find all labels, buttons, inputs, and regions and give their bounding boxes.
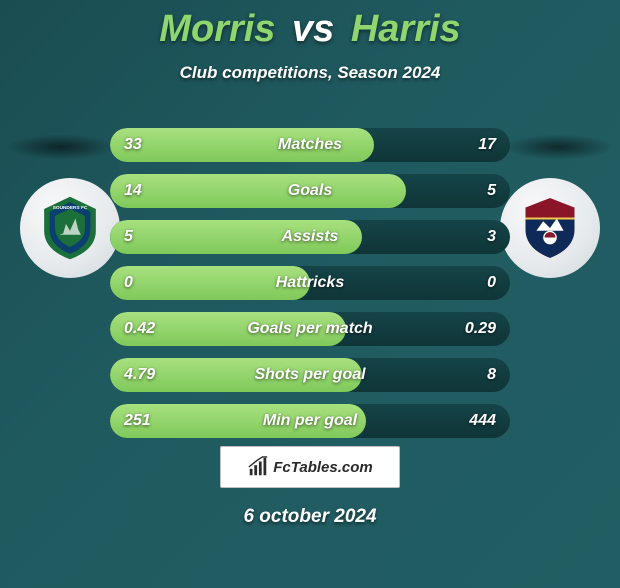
bar-val-right: 3 <box>487 228 496 246</box>
bar-val-right: 17 <box>478 136 496 154</box>
bar-val-right: 8 <box>487 366 496 384</box>
bar-row-hattricks: 0 Hattricks 0 <box>110 266 510 300</box>
bar-row-goals: 14 Goals 5 <box>110 174 510 208</box>
title-player1: Morris <box>159 8 275 50</box>
rapids-crest-icon <box>516 194 584 262</box>
title-vs: vs <box>292 8 334 50</box>
bar-val-right: 0 <box>487 274 496 292</box>
title-player2: Harris <box>351 8 461 50</box>
bar-label: Matches <box>110 136 510 154</box>
bar-label: Assists <box>110 228 510 246</box>
bar-val-right: 5 <box>487 182 496 200</box>
bar-label: Min per goal <box>110 412 510 430</box>
bar-row-spg: 4.79 Shots per goal 8 <box>110 358 510 392</box>
bar-row-matches: 33 Matches 17 <box>110 128 510 162</box>
crest-right <box>500 178 600 278</box>
stats-bars: 33 Matches 17 14 Goals 5 5 Assists 3 0 H… <box>110 128 510 438</box>
bar-row-gpm: 0.42 Goals per match 0.29 <box>110 312 510 346</box>
crest-shadow-right <box>504 134 614 160</box>
bar-row-assists: 5 Assists 3 <box>110 220 510 254</box>
svg-text:SOUNDERS FC: SOUNDERS FC <box>53 205 88 211</box>
bar-label: Goals <box>110 182 510 200</box>
logo-text: FcTables.com <box>273 459 372 476</box>
bar-label: Hattricks <box>110 274 510 292</box>
crest-left: SOUNDERS FC <box>20 178 120 278</box>
date-text: 6 october 2024 <box>0 506 620 528</box>
page-title: Morris vs Harris <box>0 8 620 51</box>
bar-row-mpg: 251 Min per goal 444 <box>110 404 510 438</box>
bar-val-right: 444 <box>469 412 496 430</box>
subtitle: Club competitions, Season 2024 <box>0 63 620 83</box>
bar-val-right: 0.29 <box>465 320 496 338</box>
chart-icon <box>247 456 269 478</box>
bar-label: Goals per match <box>110 320 510 338</box>
crest-shadow-left <box>6 134 116 160</box>
fctables-logo: FcTables.com <box>220 446 400 488</box>
sounders-crest-icon: SOUNDERS FC <box>36 194 104 262</box>
bar-label: Shots per goal <box>110 366 510 384</box>
